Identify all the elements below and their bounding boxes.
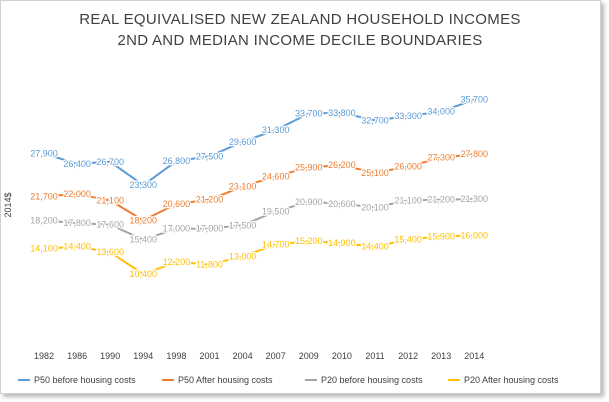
data-label: 21,100: [96, 195, 124, 205]
data-label: 15,200: [295, 236, 323, 246]
x-tick-label: 1998: [166, 351, 186, 361]
data-label: 26,700: [96, 157, 124, 167]
data-label: 17,800: [63, 218, 91, 228]
data-label: 18,200: [130, 215, 158, 225]
data-label: 14,100: [30, 244, 58, 254]
data-label: 26,800: [163, 156, 191, 166]
data-label: 19,500: [262, 206, 290, 216]
data-label: 21,200: [427, 195, 455, 205]
income-line-chart: REAL EQUIVALISED NEW ZEALAND HOUSEHOLD I…: [3, 11, 559, 385]
x-tick-label: 2013: [431, 351, 451, 361]
data-label: 33,800: [328, 108, 356, 118]
x-tick-label: 2012: [398, 351, 418, 361]
data-label: 13,600: [96, 247, 124, 257]
series-line: [43, 198, 475, 241]
x-tick-label: 2009: [299, 351, 319, 361]
series-line: [43, 153, 475, 222]
data-label: 16,000: [461, 231, 489, 241]
data-label: 27,500: [196, 151, 224, 161]
legend-label: P20 After housing costs: [464, 375, 559, 385]
x-tick-label: 1982: [34, 351, 54, 361]
legend-item[interactable]: P50 before housing costs: [18, 375, 136, 385]
data-label: 31,300: [262, 125, 290, 135]
data-label: 17,600: [96, 220, 124, 230]
series-line: [43, 98, 475, 187]
data-label: 32,700: [361, 115, 389, 125]
data-label: 35,700: [461, 95, 489, 105]
chart-frame: [0, 0, 601, 394]
data-label: 18,200: [30, 215, 58, 225]
x-tick-label: 1986: [67, 351, 87, 361]
data-label: 25,900: [295, 162, 323, 172]
data-label: 20,900: [295, 197, 323, 207]
x-axis-ticks: 1982 1986 1990 1994 1998 2001 2004 2007 2009 2010…: [34, 351, 484, 361]
data-label: 33,300: [394, 111, 422, 121]
data-label: 12,200: [163, 257, 191, 267]
data-label: 26,200: [328, 160, 356, 170]
data-label: 17,000: [163, 224, 191, 234]
data-label: 15,400: [394, 235, 422, 245]
data-label: 13,000: [229, 251, 257, 261]
data-label: 17,000: [196, 224, 224, 234]
data-label: 14,400: [361, 242, 389, 252]
chart-title-line-1: REAL EQUIVALISED NEW ZEALAND HOUSEHOLD I…: [79, 11, 520, 28]
data-label: 27,900: [30, 149, 58, 159]
data-label: 21,700: [30, 191, 58, 201]
data-label: 23,300: [130, 180, 158, 190]
y-axis-label: 2014$: [3, 192, 13, 217]
data-label: 20,600: [163, 199, 191, 209]
data-label: 20,600: [328, 199, 356, 209]
data-label: 29,600: [229, 137, 257, 147]
legend-label: P50 before housing costs: [34, 375, 136, 385]
data-label: 22,000: [63, 189, 91, 199]
legend-label: P50 After housing costs: [178, 375, 273, 385]
series-lines: [43, 98, 475, 276]
legend-item[interactable]: P20 After housing costs: [448, 375, 559, 385]
data-label: 24,600: [262, 171, 290, 181]
data-label: 10,400: [130, 269, 158, 279]
x-tick-label: 2007: [266, 351, 286, 361]
data-label: 25,100: [361, 168, 389, 178]
data-label: 21,100: [394, 195, 422, 205]
x-tick-label: 2014: [464, 351, 484, 361]
chart-title-line-2: 2ND AND MEDIAN INCOME DECILE BOUNDARIES: [117, 32, 482, 49]
x-tick-label: 2001: [199, 351, 219, 361]
x-tick-label: 2010: [332, 351, 352, 361]
data-labels: 27,900 26,400 26,700 23,300 26,800 27,500 29,6…: [29, 93, 489, 280]
data-label: 15,400: [130, 235, 158, 245]
data-label: 17,500: [229, 220, 257, 230]
legend[interactable]: P50 before housing costs P50 After housin…: [18, 375, 559, 385]
data-label: 21,300: [461, 194, 489, 204]
data-label: 14,700: [262, 240, 290, 250]
x-tick-label: 1994: [133, 351, 153, 361]
data-label: 27,800: [461, 149, 489, 159]
data-label: 14,400: [63, 242, 91, 252]
series-line: [43, 234, 475, 276]
data-label: 27,300: [427, 153, 455, 163]
data-label: 26,000: [394, 162, 422, 172]
x-tick-label: 2011: [365, 351, 384, 361]
legend-item[interactable]: P20 before housing costs: [305, 375, 423, 385]
data-label: 11,800: [196, 260, 223, 270]
x-tick-label: 1990: [100, 351, 120, 361]
data-label: 20,100: [361, 202, 389, 212]
legend-item[interactable]: P50 After housing costs: [162, 375, 273, 385]
data-label: 34,000: [427, 106, 455, 116]
data-label: 23,100: [229, 182, 257, 192]
data-label: 21,200: [196, 195, 224, 205]
data-label: 26,400: [63, 159, 91, 169]
legend-label: P20 before housing costs: [321, 375, 423, 385]
x-tick-label: 2004: [233, 351, 253, 361]
data-label: 14,900: [328, 238, 356, 248]
data-label: 33,700: [295, 109, 323, 119]
data-label: 15,900: [427, 231, 455, 241]
